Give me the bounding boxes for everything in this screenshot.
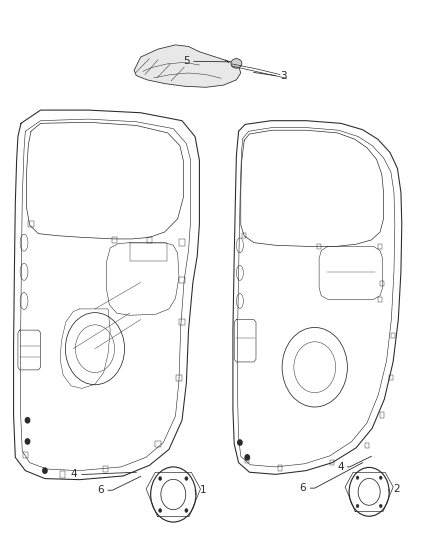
Bar	[180, 239, 185, 246]
Bar	[112, 237, 117, 243]
Bar	[330, 460, 334, 465]
Bar	[317, 244, 321, 249]
Circle shape	[356, 504, 359, 508]
Bar	[378, 244, 382, 249]
Text: 2: 2	[393, 484, 400, 494]
Circle shape	[356, 476, 359, 479]
Bar	[177, 375, 182, 381]
Bar	[391, 333, 395, 338]
Circle shape	[379, 504, 382, 508]
Text: 3: 3	[280, 70, 286, 80]
Bar	[242, 233, 247, 238]
Circle shape	[379, 476, 382, 479]
Circle shape	[185, 477, 188, 480]
Text: 4: 4	[71, 470, 78, 479]
Bar	[155, 441, 161, 447]
Bar	[60, 471, 65, 478]
Bar	[180, 319, 185, 325]
Bar	[380, 413, 385, 418]
Bar	[180, 277, 185, 283]
Bar	[380, 281, 384, 286]
Bar	[278, 465, 282, 471]
Text: 1: 1	[199, 485, 206, 495]
Bar	[23, 451, 28, 458]
Circle shape	[238, 440, 242, 445]
Ellipse shape	[231, 59, 242, 68]
Text: 6: 6	[300, 483, 306, 493]
Circle shape	[25, 418, 30, 423]
Text: 6: 6	[97, 485, 104, 495]
Polygon shape	[134, 45, 241, 87]
Circle shape	[185, 508, 188, 512]
Bar	[103, 466, 109, 472]
Bar	[147, 237, 152, 243]
Circle shape	[245, 455, 250, 460]
Text: 4: 4	[338, 462, 344, 472]
Circle shape	[159, 508, 162, 512]
Bar	[365, 443, 369, 448]
Circle shape	[159, 477, 162, 480]
Circle shape	[43, 468, 47, 473]
Bar	[245, 457, 250, 463]
Circle shape	[25, 439, 30, 444]
Bar	[28, 221, 34, 227]
Text: 5: 5	[183, 56, 189, 66]
Bar	[378, 297, 382, 302]
Bar	[389, 375, 393, 381]
